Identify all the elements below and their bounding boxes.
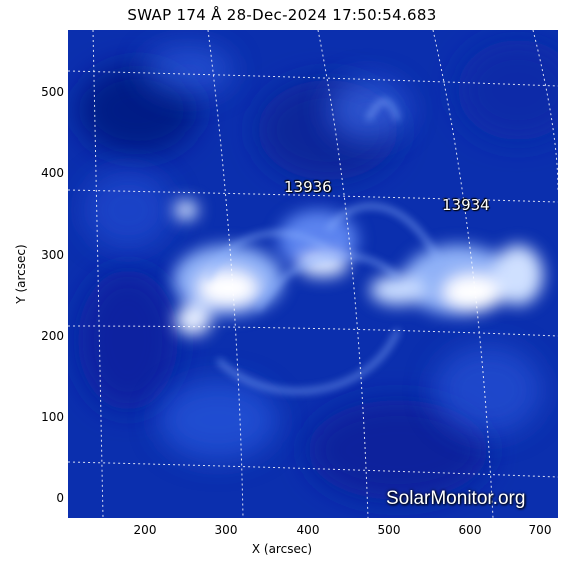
solarmonitor-watermark: SolarMonitor.org (386, 488, 526, 509)
x-tick-label: 700 (528, 523, 552, 537)
y-axis-label: Y (arcsec) (14, 244, 28, 304)
x-tick-label: 600 (458, 523, 482, 537)
x-tick-label: 300 (214, 523, 238, 537)
active-region-13934-emission (370, 245, 543, 315)
diffuse-loops (83, 45, 543, 460)
y-tick-label: 500 (41, 85, 64, 99)
plot-title: SWAP 174 Å 28-Dec-2024 17:50:54.683 (127, 6, 437, 24)
y-tick-label: 300 (41, 248, 64, 262)
active-region-13936-emission (173, 200, 358, 335)
y-tick-label: 0 (56, 491, 64, 505)
y-tick-label: 400 (41, 166, 64, 180)
x-tick-label: 200 (133, 523, 157, 537)
x-axis-label: X (arcsec) (251, 542, 313, 556)
x-tick-label: 400 (296, 523, 320, 537)
coordinate-grid (68, 30, 558, 518)
x-tick-label: 500 (377, 523, 401, 537)
solar-corona-render (68, 30, 558, 518)
y-tick-label: 100 (41, 410, 64, 424)
coronal-loops (205, 98, 441, 394)
active-region-label-13934: 13934 (442, 196, 490, 214)
y-tick-label: 200 (41, 329, 64, 343)
solar-image (68, 30, 558, 518)
active-region-label-13936: 13936 (284, 178, 332, 196)
